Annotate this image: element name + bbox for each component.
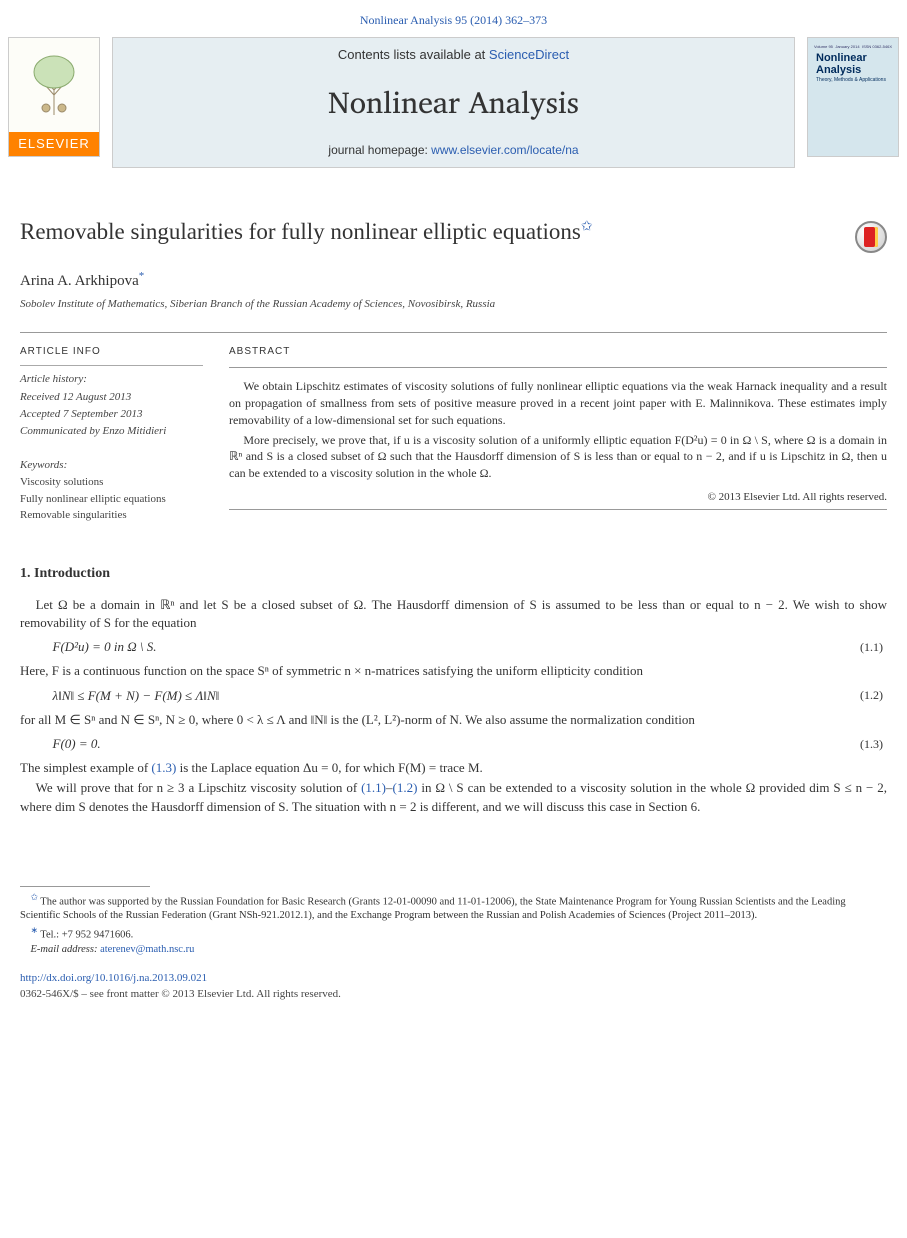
text-span: We will prove that for n ≥ 3 a Lipschitz… [36,780,361,795]
homepage-link[interactable]: www.elsevier.com/locate/na [431,143,578,157]
equation-row: λ‖N‖ ≤ F(M + N) − F(M) ≤ Λ‖N‖ (1.2) [20,687,887,705]
abstract-rule [229,367,887,368]
footnote-email: E-mail address: aterenev@math.nsc.ru [20,943,887,957]
body-para: The simplest example of (1.3) is the Lap… [20,759,887,777]
journal-cover-thumbnail[interactable]: Volume 95January 2014ISSN 0362-546X Nonl… [807,37,899,157]
equation: λ‖N‖ ≤ F(M + N) − F(M) ≤ Λ‖N‖ [20,687,860,705]
section-heading: 1. Introduction [20,564,887,584]
history-label: Article history: [20,372,203,387]
accepted-date: Accepted 7 September 2013 [20,407,203,422]
body-para: for all M ∈ Sⁿ and N ∈ Sⁿ, N ≥ 0, where … [20,711,887,729]
article-content: Removable singularities for fully nonlin… [0,168,907,1022]
journal-name: Nonlinear Analysis [113,64,794,142]
article-title: Removable singularities for fully nonlin… [20,218,593,247]
sciencedirect-link[interactable]: ScienceDirect [489,47,569,62]
body-para: Let Ω be a domain in ℝⁿ and let S be a c… [20,596,887,632]
equation: F(D²u) = 0 in Ω \ S. [20,638,860,656]
body-para: Here, F is a continuous function on the … [20,662,887,680]
article-info-column: ARTICLE INFO Article history: Received 1… [20,333,215,536]
crossmark-badge[interactable] [855,221,887,253]
cover-subtitle: Theory, Methods & Applications [812,77,894,84]
abstract-para: We obtain Lipschitz estimates of viscosi… [229,378,887,428]
footnote-rule [20,886,150,887]
contents-prefix: Contents lists available at [338,47,489,62]
communicated-by: Communicated by Enzo Mitidieri [20,424,203,439]
equation-number: (1.1) [860,639,887,656]
author-line: Arina A. Arkhipova* [20,269,887,292]
footnote-text: The author was supported by the Russian … [20,896,846,921]
author-name[interactable]: Arina A. Arkhipova [20,273,139,289]
corresponding-marker[interactable]: * [139,270,145,282]
footnote-funding: ✩ The author was supported by the Russia… [20,892,887,924]
footer: http://dx.doi.org/10.1016/j.na.2013.09.0… [20,971,887,1002]
equation: F(0) = 0. [20,735,860,753]
equation-number: (1.3) [860,736,887,753]
elsevier-tree-icon [24,38,84,132]
equation-number: (1.2) [860,687,887,704]
body-para: We will prove that for n ≥ 3 a Lipschitz… [20,779,887,815]
abstract-column: ABSTRACT We obtain Lipschitz estimates o… [215,333,887,536]
running-header-citation[interactable]: Nonlinear Analysis 95 (2014) 362–373 [360,13,547,27]
affiliation: Sobolev Institute of Mathematics, Siberi… [20,297,887,312]
publisher-logo-text: ELSEVIER [9,132,99,156]
footnote-tel: ∗ Tel.: +7 952 9471606. [20,925,887,943]
homepage-line: journal homepage: www.elsevier.com/locat… [113,142,794,159]
footnote-marker: ✩ [31,892,38,902]
keyword: Removable singularities [20,508,203,523]
footer-copyright: 0362-546X/$ – see front matter © 2013 El… [20,988,341,1000]
keyword: Viscosity solutions [20,475,203,490]
footnote-marker: ∗ [31,925,38,935]
article-info-heading: ARTICLE INFO [20,345,203,359]
keywords-label: Keywords: [20,458,203,473]
email-label: E-mail address: [31,944,101,955]
doi-link[interactable]: http://dx.doi.org/10.1016/j.na.2013.09.0… [20,972,207,984]
equation-ref-link[interactable]: (1.2) [393,780,418,795]
text-span: The simplest example of [20,760,151,775]
journal-banner: ELSEVIER Contents lists available at Sci… [0,37,907,168]
email-link[interactable]: aterenev@math.nsc.ru [100,944,194,955]
running-header: Nonlinear Analysis 95 (2014) 362–373 [0,0,907,37]
footnote-text: Tel.: +7 952 9471606. [38,929,133,940]
body-text: Let Ω be a domain in ℝⁿ and let S be a c… [20,596,887,816]
equation-row: F(D²u) = 0 in Ω \ S. (1.1) [20,638,887,656]
contents-available-line: Contents lists available at ScienceDirec… [113,46,794,64]
info-rule [20,365,203,366]
crossmark-icon [864,227,878,247]
equation-row: F(0) = 0. (1.3) [20,735,887,753]
title-footnote-marker[interactable]: ✩ [581,219,593,234]
text-span: is the Laplace equation Δu = 0, for whic… [176,760,482,775]
abstract-copyright: © 2013 Elsevier Ltd. All rights reserved… [229,490,887,505]
received-date: Received 12 August 2013 [20,390,203,405]
homepage-prefix: journal homepage: [328,143,431,157]
equation-ref-link[interactable]: (1.1) [361,780,386,795]
publisher-logo[interactable]: ELSEVIER [8,37,100,157]
abstract-bottom-rule [229,509,887,510]
abstract-para: More precisely, we prove that, if u is a… [229,432,887,482]
footnotes: ✩ The author was supported by the Russia… [20,886,887,958]
cover-title: Nonlinear Analysis [812,52,894,76]
abstract-text: We obtain Lipschitz estimates of viscosi… [229,378,887,482]
abstract-heading: ABSTRACT [229,345,887,359]
equation-ref-link[interactable]: (1.3) [151,760,176,775]
keyword: Fully nonlinear elliptic equations [20,492,203,507]
title-text: Removable singularities for fully nonlin… [20,219,581,244]
banner-center: Contents lists available at ScienceDirec… [112,37,795,168]
